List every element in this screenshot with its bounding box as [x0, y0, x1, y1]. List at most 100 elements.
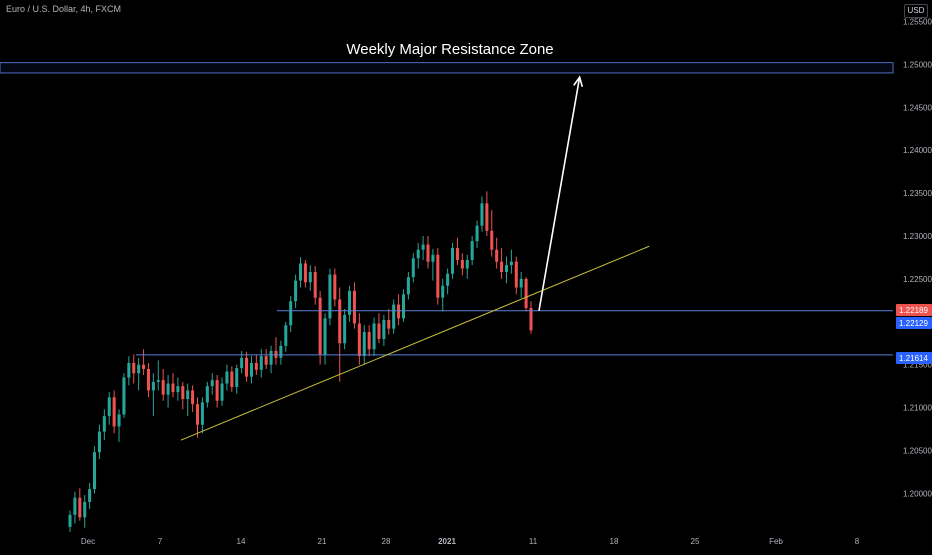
candle[interactable] [524, 277, 528, 312]
candle[interactable] [367, 325, 371, 357]
candle[interactable] [500, 247, 504, 279]
projection-arrow-shaft[interactable] [538, 77, 581, 311]
candle[interactable] [156, 360, 160, 391]
candle[interactable] [362, 325, 366, 365]
candle[interactable] [83, 495, 87, 528]
candle[interactable] [519, 272, 523, 298]
candle[interactable] [397, 294, 401, 326]
candle[interactable] [73, 491, 77, 524]
candle[interactable] [323, 313, 327, 365]
candle[interactable] [455, 237, 459, 266]
candle[interactable] [465, 254, 469, 279]
candle[interactable] [441, 278, 445, 312]
candle[interactable] [338, 287, 342, 382]
candle[interactable] [88, 483, 92, 509]
candle[interactable] [495, 237, 499, 269]
candle[interactable] [343, 308, 347, 350]
candle[interactable] [205, 381, 209, 408]
candle[interactable] [195, 397, 200, 438]
candle[interactable] [421, 235, 425, 260]
candle[interactable] [392, 299, 396, 334]
candle[interactable] [294, 274, 298, 309]
candle[interactable] [333, 268, 337, 307]
candle[interactable] [318, 290, 322, 365]
candle[interactable] [509, 249, 513, 274]
candle[interactable] [230, 366, 234, 393]
candle[interactable] [151, 373, 155, 417]
candle[interactable] [451, 242, 455, 279]
ascending-trendline[interactable] [180, 245, 650, 441]
candle[interactable] [269, 345, 273, 374]
candle[interactable] [274, 337, 278, 365]
candle[interactable] [485, 191, 489, 236]
candle[interactable] [186, 383, 190, 417]
candle[interactable] [352, 282, 356, 329]
candle[interactable] [529, 301, 533, 334]
currency-badge[interactable]: USD [904, 4, 928, 18]
time-axis[interactable]: Dec 7 14 21 28 2021 11 18 25 Feb 8 [81, 537, 860, 546]
candle[interactable] [161, 368, 165, 401]
candle[interactable] [142, 349, 146, 375]
candle[interactable] [303, 259, 307, 288]
candle[interactable] [78, 488, 82, 521]
candle[interactable] [446, 268, 450, 295]
candle[interactable] [245, 351, 249, 382]
candle[interactable] [259, 349, 263, 378]
candle[interactable] [97, 424, 101, 460]
candle[interactable] [348, 285, 352, 322]
candle[interactable] [436, 247, 440, 305]
candle[interactable] [112, 390, 116, 434]
candle[interactable] [382, 314, 386, 346]
candle[interactable] [289, 296, 293, 333]
candle[interactable] [176, 377, 180, 401]
candle[interactable] [249, 356, 253, 384]
candle[interactable] [220, 377, 224, 406]
candle[interactable] [514, 256, 518, 295]
candle[interactable] [475, 220, 479, 248]
candle[interactable] [308, 265, 312, 291]
candle[interactable] [166, 374, 170, 408]
candle[interactable] [279, 340, 283, 365]
resistance-zone-rect[interactable] [0, 62, 894, 74]
level-lower-label[interactable]: 1.21614 [896, 352, 932, 364]
candle[interactable] [191, 385, 195, 412]
candle[interactable] [313, 266, 317, 305]
candle[interactable] [137, 357, 141, 391]
candle[interactable] [426, 235, 430, 269]
candle[interactable] [480, 196, 484, 232]
candle[interactable] [431, 248, 435, 281]
candle[interactable] [357, 313, 361, 365]
candle[interactable] [254, 354, 258, 375]
candle[interactable] [372, 317, 376, 357]
candle[interactable] [181, 381, 185, 410]
candle[interactable] [328, 268, 332, 326]
candle[interactable] [387, 308, 391, 335]
candle[interactable] [264, 349, 268, 369]
candle[interactable] [107, 392, 111, 425]
candle[interactable] [470, 235, 474, 266]
last-price-label[interactable]: 1.22189 [896, 304, 932, 316]
candle[interactable] [171, 373, 175, 398]
candle[interactable] [416, 242, 420, 269]
candle[interactable] [298, 257, 303, 288]
candle[interactable] [93, 446, 97, 494]
candle[interactable] [235, 364, 239, 394]
candle[interactable] [225, 364, 229, 391]
candle[interactable] [504, 256, 508, 284]
candle[interactable] [490, 210, 494, 257]
candle[interactable] [284, 321, 288, 352]
candle[interactable] [411, 253, 415, 283]
candle[interactable] [127, 356, 131, 386]
candle[interactable] [146, 362, 150, 398]
candle[interactable] [215, 374, 219, 408]
level-upper-label[interactable]: 1.22129 [896, 317, 932, 329]
candle[interactable] [102, 409, 106, 441]
candle[interactable] [122, 373, 126, 418]
candle[interactable] [377, 313, 381, 344]
candle[interactable] [200, 397, 204, 434]
candle[interactable] [210, 373, 214, 395]
price-axis[interactable]: 1.25500 1.25000 1.24500 1.24000 1.23500 1.230… [903, 17, 932, 498]
candle[interactable] [401, 289, 406, 322]
candle[interactable] [132, 354, 136, 384]
candle[interactable] [117, 409, 121, 442]
